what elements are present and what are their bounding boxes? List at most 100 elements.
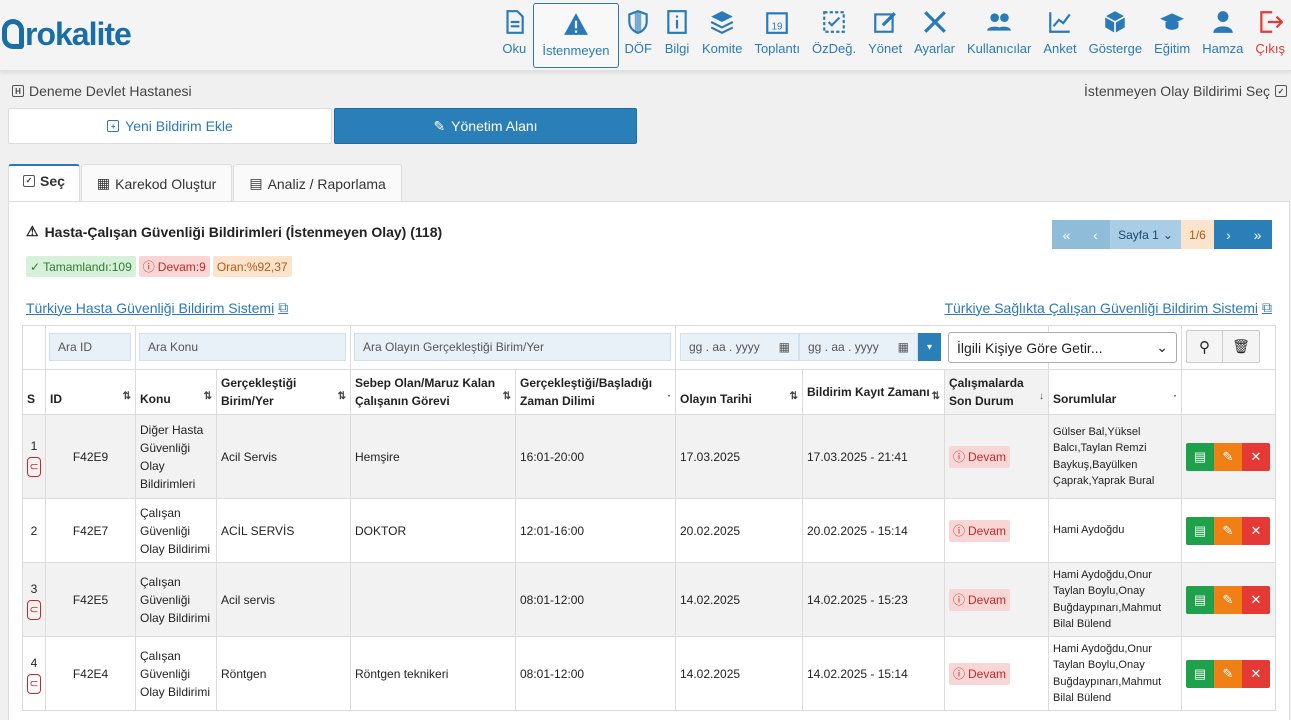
reports-table: S ID ⇅ Konu ⇅ Gerçekleştiği Birim/Yer ⇅ Seb… (22, 325, 1276, 711)
status-badge: ⓘ Devam (949, 662, 1011, 685)
nav-item-5[interactable]: 19 Toplantı (748, 0, 806, 68)
calendar-icon[interactable]: ▦ (897, 340, 909, 354)
nav-item-4[interactable]: Komite (696, 0, 748, 68)
tab-qrcode[interactable]: ▦ Karekod Oluştur (80, 164, 233, 202)
cell-zaman: 16:01-20:00 (515, 414, 676, 499)
pagination: « ‹ Sayfa 1 ⌄ 1/6 › » (1052, 220, 1272, 249)
cell-birim: ACİL SERVİS (216, 498, 351, 563)
search-birim-input[interactable]: Ara Olayın Gerçekleştiği Birim/Yer (354, 333, 671, 361)
col-actions (1181, 369, 1276, 415)
external-link-icon: ⧉ (278, 299, 289, 315)
calendar-icon[interactable]: ▦ (778, 340, 790, 354)
cell-id: F42E7 (45, 498, 136, 563)
nav-item-6[interactable]: ÖzDeğ. (806, 0, 862, 68)
delete-button[interactable]: ✕ (1242, 442, 1270, 471)
cell-konu: Çalışan Güvenliği Olay Bildirimi (135, 498, 217, 563)
new-report-button[interactable]: + Yeni Bildirim Ekle (8, 108, 332, 144)
cell-gorev (350, 562, 516, 637)
nav-item-1[interactable]: İstenmeyen (533, 3, 619, 68)
nav-item-2[interactable]: DÖF (619, 0, 658, 68)
admin-area-button[interactable]: ✎ Yönetim Alanı (334, 108, 637, 144)
alert-circle-icon: ⓘ (953, 666, 966, 681)
edit-button[interactable]: ✎ (1214, 659, 1242, 688)
delete-button[interactable]: ✕ (1242, 585, 1270, 614)
report-icon: ▤ (249, 175, 263, 191)
search-konu-input[interactable]: Ara Konu (139, 333, 346, 361)
edit-button[interactable]: ✎ (1214, 442, 1242, 471)
sort-icon: ⇅ (337, 391, 346, 402)
completed-badge: ✓ Tamamlandı:109 (26, 256, 136, 277)
worker-safety-link[interactable]: Türkiye Sağlıkta Çalışan Güvenliği Bildi… (944, 299, 1272, 316)
date-from-input[interactable]: gg . aa . yyyy ▦ (680, 333, 799, 361)
chart-icon (1049, 12, 1071, 33)
table-row[interactable]: 2 F42E7 Çalışan Güvenliği Olay Bildirimi… (22, 498, 1276, 563)
alert-circle-icon: ⓘ (142, 260, 155, 274)
col-tarih[interactable]: Olayın Tarihi ⇅ (675, 369, 803, 415)
search-icon[interactable]: ⚲ (1187, 331, 1224, 362)
edit-button[interactable]: ✎ (1214, 516, 1242, 545)
nav-label: Çıkış (1255, 41, 1285, 56)
external-link-icon: ⧉ (1262, 299, 1272, 315)
nav-item-13[interactable]: Hamza (1196, 0, 1249, 68)
nav-item-12[interactable]: Eğitim (1148, 0, 1196, 68)
hospital-name: H Deneme Devlet Hastanesi (12, 83, 192, 99)
qrcode-icon: ▦ (96, 175, 111, 191)
col-s[interactable]: S (22, 369, 46, 415)
first-page-button[interactable]: « (1052, 220, 1081, 249)
view-document-button[interactable]: ▤ (1186, 659, 1214, 688)
tab-analysis[interactable]: ▤ Analiz / Raporlama (233, 164, 402, 202)
col-zaman[interactable]: Gerçekleştiği/Başladığı Zaman Dilimi · (515, 369, 676, 415)
search-id-input[interactable]: Ara ID (49, 333, 131, 361)
attachment-icon[interactable]: ⊂ (27, 456, 41, 477)
attachment-icon[interactable]: ⊂ (27, 673, 41, 694)
delete-button[interactable]: ✕ (1242, 516, 1270, 545)
attachment-icon[interactable]: ⊂ (27, 599, 41, 620)
edit-button[interactable]: ✎ (1214, 585, 1242, 614)
nav-item-0[interactable]: Oku (495, 0, 533, 68)
col-durum[interactable]: Çalışmalarda Son Durum ↓ (944, 369, 1049, 415)
chevron-down-icon: ⌄ (1156, 339, 1168, 355)
person-filter-select[interactable]: İlgili Kişiye Göre Getir... ⌄ (948, 332, 1177, 363)
col-kayit[interactable]: Bildirim Kayıt Zamanı ⇅ (802, 369, 945, 415)
nav-item-8[interactable]: Ayarlar (908, 0, 961, 68)
col-konu[interactable]: Konu ⇅ (135, 369, 217, 415)
date-options-button[interactable]: ▾ (918, 333, 941, 361)
nav-item-7[interactable]: Yönet (862, 0, 908, 68)
col-gorev[interactable]: Sebep Olan/Maruz Kalan Çalışanın Görevi ⇅ (350, 369, 516, 415)
cell-kayit: 17.03.2025 - 21:41 (802, 414, 945, 499)
cell-durum: ⓘ Devam (944, 498, 1049, 563)
cell-s: 1 ⊂ (22, 414, 46, 499)
table-row[interactable]: 1 ⊂ F42E9 Diğer Hasta Güvenliği Olay Bild… (22, 414, 1276, 499)
date-to-input[interactable]: gg . aa . yyyy ▦ (799, 333, 918, 361)
nav-item-14[interactable]: Çıkış (1249, 0, 1291, 68)
cell-id: F42E4 (45, 636, 136, 711)
prev-page-button[interactable]: ‹ (1081, 220, 1110, 249)
cell-tarih: 20.02.2025 (675, 498, 803, 563)
last-page-button[interactable]: » (1243, 220, 1272, 249)
next-page-button[interactable]: › (1214, 220, 1243, 249)
trash-icon[interactable]: 🗑 (1232, 338, 1250, 354)
view-document-button[interactable]: ▤ (1186, 442, 1214, 471)
table-row[interactable]: 4 ⊂ F42E4 Çalışan Güvenliği Olay Bildirim… (22, 636, 1276, 711)
view-document-button[interactable]: ▤ (1186, 516, 1214, 545)
view-document-button[interactable]: ▤ (1186, 585, 1214, 614)
page-select[interactable]: Sayfa 1 ⌄ (1110, 220, 1181, 249)
status-badge: ⓘ Devam (949, 588, 1011, 611)
col-sorumlu[interactable]: Sorumlular · (1048, 369, 1182, 415)
col-birim[interactable]: Gerçekleştiği Birim/Yer ⇅ (216, 369, 351, 415)
nav-item-10[interactable]: Anket (1037, 0, 1082, 68)
nav-label: Kullanıcılar (967, 41, 1032, 56)
nav-label: Bilgi (664, 41, 690, 56)
nav-item-3[interactable]: Bilgi (658, 0, 696, 68)
nav-item-9[interactable]: Kullanıcılar (961, 0, 1037, 68)
checkbox-icon: ✓ (1275, 85, 1287, 97)
col-id[interactable]: ID ⇅ (45, 369, 136, 415)
prokalite-logo[interactable]: rokalite (2, 16, 132, 52)
sort-icon: · (1173, 391, 1177, 402)
table-row[interactable]: 3 ⊂ F42E5 Çalışan Güvenliği Olay Bildirim… (22, 562, 1276, 637)
patient-safety-link[interactable]: Türkiye Hasta Güvenliği Bildirim Sistemi… (26, 299, 289, 316)
delete-button[interactable]: ✕ (1242, 659, 1270, 688)
select-report-link[interactable]: İstenmeyen Olay Bildirimi Seç ✓ (1084, 83, 1287, 99)
nav-item-11[interactable]: Gösterge (1083, 0, 1148, 68)
tab-select[interactable]: ✓ Seç (8, 164, 80, 203)
